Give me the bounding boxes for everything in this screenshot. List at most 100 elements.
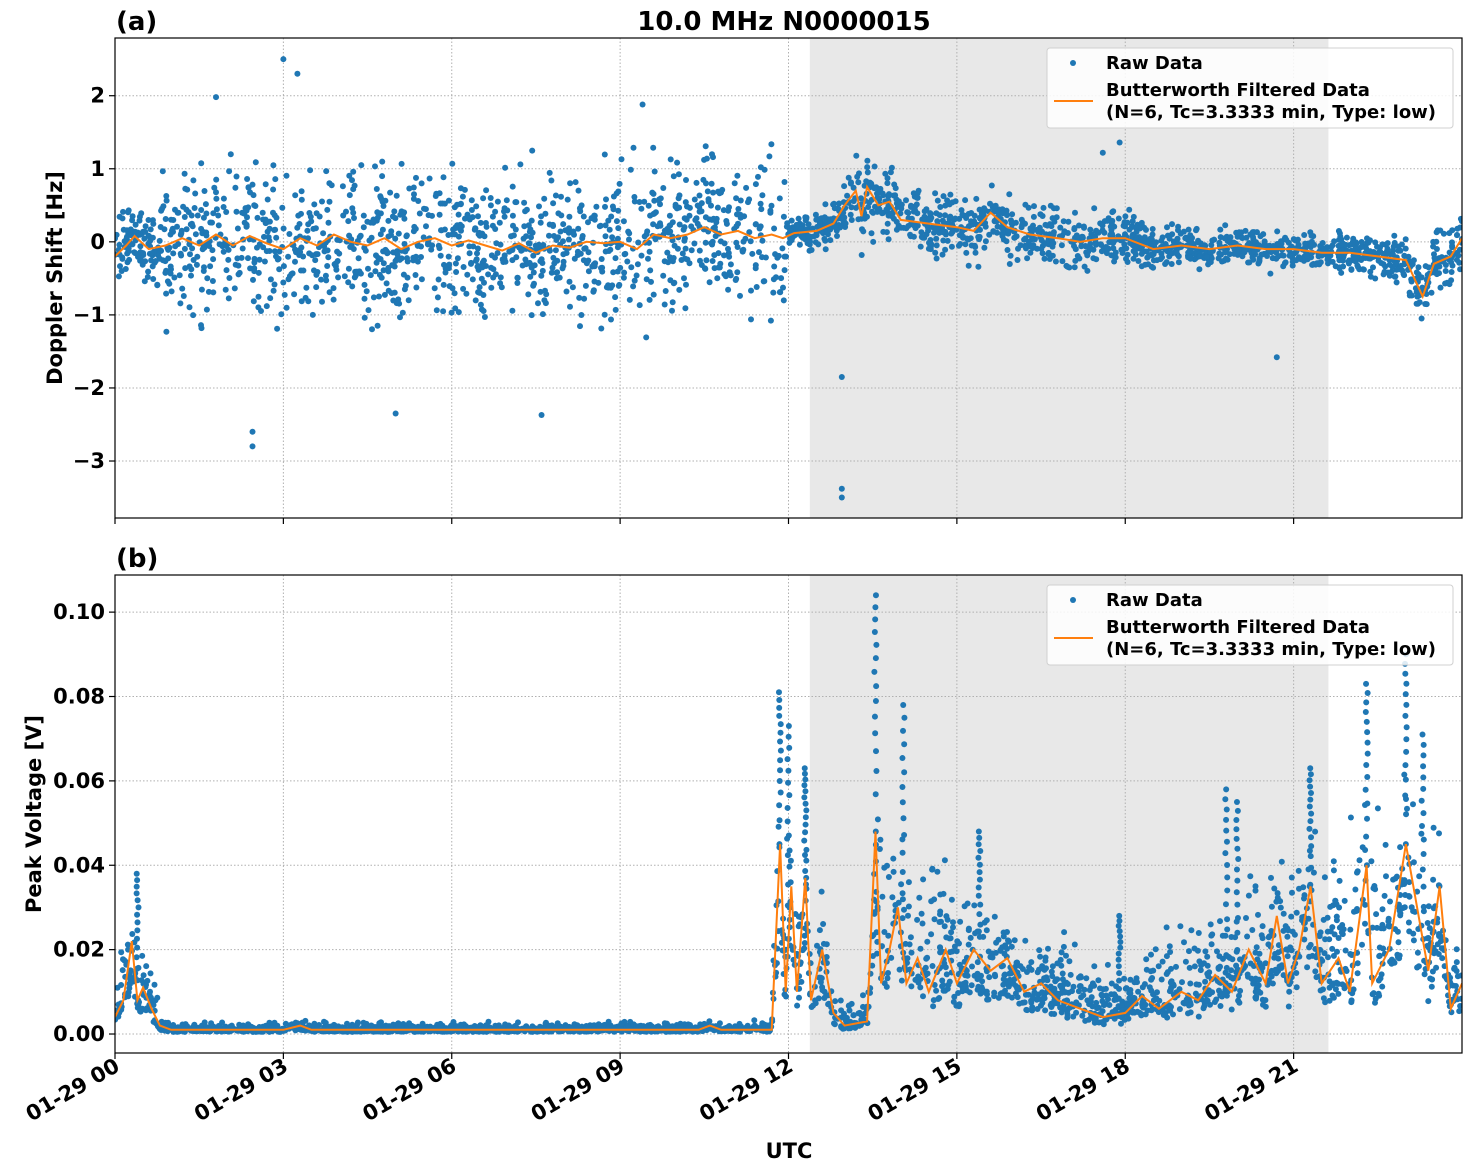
raw-point (1337, 234, 1343, 240)
raw-point (1403, 246, 1409, 252)
raw-point (555, 234, 561, 240)
raw-point (656, 197, 662, 203)
raw-point (631, 194, 637, 200)
raw-point (831, 201, 837, 207)
raw-point (1425, 935, 1431, 941)
raw-point (697, 193, 703, 199)
raw-point (755, 174, 761, 180)
raw-point (968, 218, 974, 224)
raw-point (299, 197, 305, 203)
raw-point (865, 169, 871, 175)
raw-point (949, 897, 955, 903)
raw-point (436, 277, 442, 283)
raw-point (1217, 918, 1223, 924)
raw-point (403, 283, 409, 289)
raw-point (782, 179, 788, 185)
raw-point (616, 282, 622, 288)
raw-point (916, 895, 922, 901)
raw-point (118, 949, 124, 955)
raw-point (1015, 257, 1021, 263)
raw-point (369, 235, 375, 241)
raw-point (126, 257, 132, 263)
raw-point (914, 195, 920, 201)
raw-point (1173, 964, 1179, 970)
raw-point (495, 199, 501, 205)
raw-point (1249, 927, 1255, 933)
y-tick-label: 0.04 (53, 853, 105, 877)
raw-point (285, 254, 291, 260)
raw-point (628, 167, 634, 173)
raw-point (886, 193, 892, 199)
raw-point (1337, 878, 1343, 884)
raw-point (1009, 220, 1015, 226)
raw-point (297, 249, 303, 255)
raw-point (1097, 985, 1103, 991)
raw-point (1296, 254, 1302, 260)
raw-point (1347, 927, 1353, 933)
raw-point (617, 265, 623, 271)
raw-point (1422, 301, 1428, 307)
raw-point (1331, 858, 1337, 864)
raw-point (1280, 263, 1286, 269)
raw-point (578, 251, 584, 257)
raw-point (201, 215, 207, 221)
raw-point (990, 203, 996, 209)
raw-point (687, 260, 693, 266)
raw-point (613, 255, 619, 261)
raw-point (374, 186, 380, 192)
raw-point (1148, 952, 1154, 958)
raw-point (313, 225, 319, 231)
raw-point (406, 186, 412, 192)
raw-point (1448, 259, 1454, 265)
raw-point (1342, 898, 1348, 904)
raw-point (1253, 989, 1259, 995)
raw-point (299, 188, 305, 194)
raw-point (245, 255, 251, 261)
raw-point (129, 217, 135, 223)
raw-point (190, 312, 196, 318)
raw-point (602, 152, 608, 158)
raw-point (948, 929, 954, 935)
raw-point (374, 209, 380, 215)
raw-point (1072, 225, 1078, 231)
raw-point (885, 175, 891, 181)
raw-point (881, 865, 887, 871)
raw-point (469, 197, 475, 203)
raw-point (306, 250, 312, 256)
raw-point (962, 197, 968, 203)
raw-point (323, 168, 329, 174)
raw-point (1111, 259, 1117, 265)
raw-point (728, 261, 734, 267)
raw-point (880, 191, 886, 197)
raw-point (711, 252, 717, 258)
raw-point (1265, 941, 1271, 947)
raw-point (885, 970, 891, 976)
raw-point (1083, 975, 1089, 981)
raw-point (1246, 893, 1252, 899)
panel-b-label: (b) (116, 544, 158, 574)
raw-point (378, 231, 384, 237)
raw-point (716, 265, 722, 271)
raw-point (121, 227, 127, 233)
raw-point (708, 203, 714, 209)
raw-point (558, 212, 564, 218)
raw-point (442, 201, 448, 207)
raw-point (1187, 248, 1193, 254)
raw-point (1208, 242, 1214, 248)
raw-point (1304, 253, 1310, 259)
raw-point (148, 226, 154, 232)
raw-point (1336, 935, 1342, 941)
raw-point (662, 302, 668, 308)
raw-point (822, 214, 828, 220)
raw-point (746, 196, 752, 202)
raw-point (524, 207, 530, 213)
x-axis-label: UTC (766, 1139, 813, 1163)
raw-point (922, 208, 928, 214)
raw-point (612, 294, 618, 300)
raw-point (815, 241, 821, 247)
raw-point (452, 290, 458, 296)
raw-point (194, 262, 200, 268)
raw-point (379, 173, 385, 179)
raw-point (1333, 263, 1339, 269)
raw-point (311, 201, 317, 207)
